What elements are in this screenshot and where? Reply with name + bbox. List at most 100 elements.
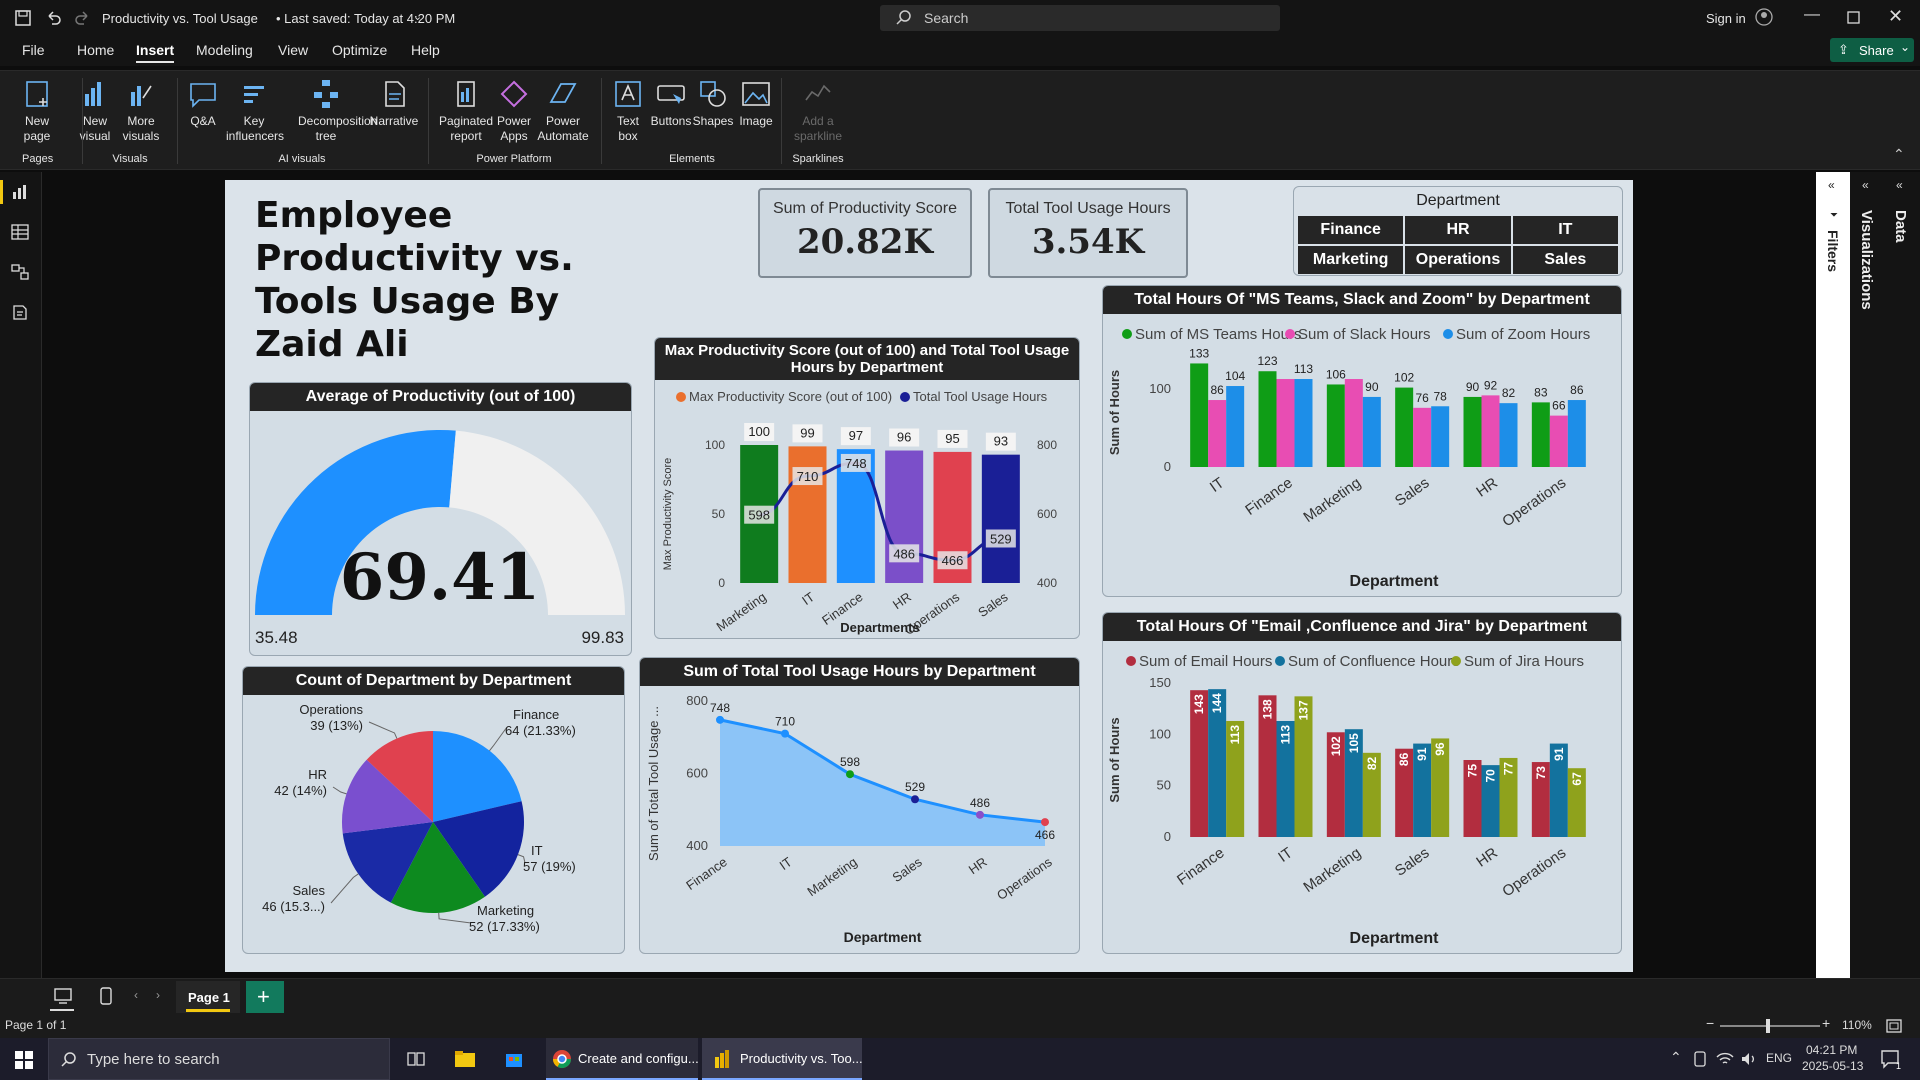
- menu-insert[interactable]: Insert: [136, 42, 175, 58]
- collapse-ribbon-icon[interactable]: ⌃: [1893, 146, 1905, 162]
- slicer-item-operations[interactable]: Operations: [1405, 246, 1511, 274]
- x-axis-title: Department: [1350, 930, 1440, 947]
- narrative-icon: [385, 81, 405, 107]
- slicer-item-marketing[interactable]: Marketing: [1298, 246, 1404, 274]
- next-page-icon[interactable]: ›: [156, 988, 160, 1002]
- ribbon-button-new-page[interactable]: New page: [9, 78, 65, 144]
- ribbon-button-shapes[interactable]: Shapes: [685, 78, 741, 129]
- redo-icon[interactable]: [74, 9, 92, 27]
- undo-icon[interactable]: [44, 9, 62, 27]
- ribbon-button-new-visual[interactable]: New visual: [67, 78, 123, 144]
- taskbar-app-chrome[interactable]: Create and configu...: [546, 1038, 699, 1080]
- collab-tools-chart-card[interactable]: Total Hours Of "Email ,Confluence and Ji…: [1102, 612, 1622, 954]
- image-icon: [742, 82, 770, 106]
- account-icon[interactable]: [1754, 7, 1774, 27]
- taskbar-app-powerbi[interactable]: Productivity vs. Too...: [702, 1038, 863, 1080]
- device-icon[interactable]: [1692, 1051, 1708, 1067]
- prev-page-icon[interactable]: ‹: [134, 988, 138, 1002]
- legend-marker: [900, 392, 910, 402]
- add-page-button[interactable]: +: [246, 981, 284, 1013]
- model-view-icon[interactable]: [11, 263, 29, 281]
- data-pane-label[interactable]: Data: [1892, 210, 1909, 243]
- taskbar-search-input[interactable]: Type here to search: [87, 1051, 220, 1068]
- notification-icon[interactable]: [1880, 1049, 1900, 1069]
- fit-to-page-icon[interactable]: [1886, 1019, 1902, 1033]
- comm-tools-chart-card[interactable]: Total Hours Of "MS Teams, Slack and Zoom…: [1102, 285, 1622, 597]
- maximize-icon[interactable]: [1847, 11, 1860, 24]
- kpi-card-productivity[interactable]: Sum of Productivity Score 20.82K: [758, 188, 972, 278]
- zoom-slider-track[interactable]: [1720, 1025, 1820, 1027]
- slicer-item-it[interactable]: IT: [1512, 216, 1618, 244]
- combo-chart-card[interactable]: Max Productivity Score (out of 100) and …: [654, 337, 1080, 639]
- y-tick-label: 0: [1164, 459, 1171, 474]
- expand-icon[interactable]: «: [1828, 178, 1835, 192]
- minimize-icon[interactable]: —: [1804, 6, 1820, 23]
- report-view-icon[interactable]: [11, 183, 29, 201]
- slice-label: Marketing: [477, 903, 534, 918]
- share-icon: ⇪: [1838, 42, 1849, 57]
- zoom-out-icon[interactable]: −: [1706, 1015, 1715, 1031]
- taskbar-search[interactable]: Type here to search: [48, 1038, 390, 1080]
- kpi-card-tool-usage[interactable]: Total Tool Usage Hours 3.54K: [988, 188, 1188, 278]
- ribbon-button-qa[interactable]: Q&A: [175, 78, 231, 129]
- ribbon-button-decomposition-tree[interactable]: Decomposition tree: [298, 78, 377, 144]
- clock-time[interactable]: 04:21 PM: [1806, 1043, 1858, 1057]
- menu-modeling[interactable]: Modeling: [196, 42, 253, 58]
- table-view-icon[interactable]: [11, 223, 29, 241]
- save-icon[interactable]: [14, 9, 32, 27]
- expand-icon[interactable]: «: [1896, 178, 1903, 192]
- page-tab-1[interactable]: Page 1: [176, 981, 240, 1013]
- plus-icon: +: [257, 984, 270, 1009]
- expand-icon[interactable]: «: [1862, 178, 1869, 192]
- search-input[interactable]: Search: [924, 10, 969, 26]
- bar: [1413, 743, 1432, 837]
- slicer-item-finance[interactable]: Finance: [1298, 216, 1404, 244]
- search-box[interactable]: Search: [880, 5, 1280, 31]
- mobile-layout-icon[interactable]: [100, 987, 112, 1005]
- menu-file[interactable]: File: [22, 42, 45, 58]
- bar: [1276, 720, 1295, 837]
- volume-icon[interactable]: [1740, 1051, 1758, 1067]
- pie-chart-card[interactable]: Count of Department by Department Financ…: [242, 666, 625, 954]
- data-label: 67: [1570, 772, 1584, 786]
- zoom-level[interactable]: 110%: [1842, 1018, 1872, 1032]
- data-label: 76: [1415, 391, 1429, 405]
- ribbon-button-buttons[interactable]: Buttons: [643, 78, 699, 129]
- powerbi-icon: [715, 1050, 729, 1068]
- ribbon-button-image[interactable]: Image: [728, 78, 784, 129]
- slicer-item-sales[interactable]: Sales: [1512, 246, 1618, 274]
- input-language[interactable]: ENG: [1766, 1051, 1793, 1065]
- ribbon-button-key-influencers[interactable]: Key influencers: [226, 78, 284, 144]
- clock-date[interactable]: 2025-05-13: [1802, 1059, 1864, 1073]
- ribbon-button-narrative[interactable]: Narrative: [366, 78, 422, 129]
- filters-pane[interactable]: « ⏷ Filters: [1816, 172, 1850, 980]
- ribbon-button-power-apps[interactable]: Power Apps: [486, 78, 542, 144]
- new-visual-icon: [85, 82, 101, 106]
- windows-start-icon[interactable]: [14, 1050, 34, 1070]
- ribbon-button-paginated-report[interactable]: Paginated report: [438, 78, 494, 144]
- area-chart-card[interactable]: Sum of Total Tool Usage Hours by Departm…: [639, 657, 1080, 954]
- zoom-in-icon[interactable]: +: [1822, 1015, 1831, 1031]
- menu-home[interactable]: Home: [77, 42, 115, 58]
- visualizations-pane-label[interactable]: Visualizations: [1858, 210, 1875, 310]
- ribbon-button-power-automate[interactable]: Power Automate: [535, 78, 591, 144]
- tray-overflow-icon[interactable]: ⌃: [1670, 1049, 1682, 1065]
- dax-query-icon[interactable]: [11, 303, 29, 321]
- ribbon-button-more-visuals[interactable]: More visuals: [113, 78, 169, 144]
- desktop-layout-icon[interactable]: [54, 988, 72, 1004]
- task-view-icon[interactable]: [406, 1050, 426, 1068]
- menu-view[interactable]: View: [278, 42, 309, 58]
- menu-optimize[interactable]: Optimize: [332, 42, 388, 58]
- store-icon[interactable]: [504, 1049, 524, 1069]
- share-button[interactable]: ⇪ Share ⌄: [1830, 38, 1914, 62]
- zoom-slider-thumb[interactable]: [1766, 1019, 1770, 1033]
- slicer-item-hr[interactable]: HR: [1405, 216, 1511, 244]
- chevron-down-icon[interactable]: ⌄: [413, 11, 423, 23]
- ribbon-button-text-box[interactable]: Text box: [600, 78, 656, 144]
- gauge-card[interactable]: Average of Productivity (out of 100) 69.…: [249, 382, 632, 656]
- sign-in-link[interactable]: Sign in: [1706, 11, 1746, 26]
- menu-help[interactable]: Help: [411, 42, 440, 58]
- wifi-icon[interactable]: [1716, 1051, 1734, 1067]
- file-explorer-icon[interactable]: [454, 1049, 476, 1069]
- close-icon[interactable]: ✕: [1888, 6, 1904, 26]
